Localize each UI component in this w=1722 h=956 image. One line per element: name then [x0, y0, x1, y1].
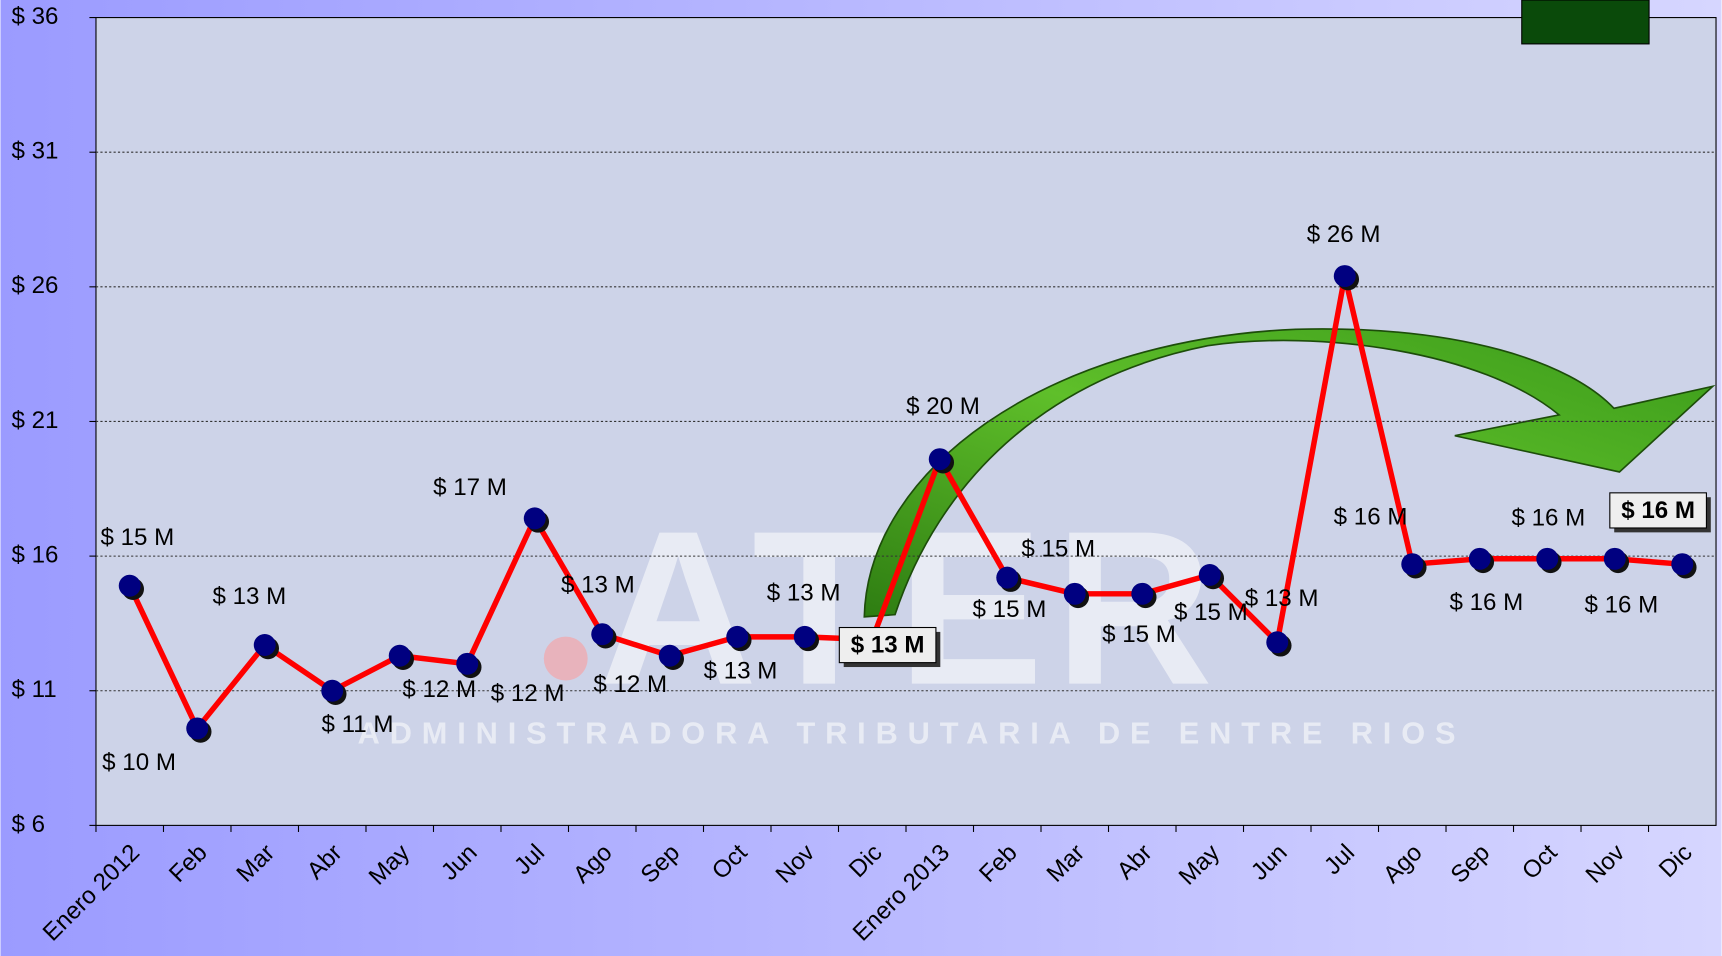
data-label: $ 17 M — [433, 474, 507, 501]
marker — [793, 625, 816, 648]
marker — [1063, 582, 1086, 605]
marker — [1603, 547, 1626, 570]
y-tick-label: $ 36 — [11, 3, 58, 30]
data-label: $ 13 M — [1245, 585, 1319, 612]
data-label: $ 12 M — [402, 676, 476, 703]
data-label: $ 13 M — [561, 571, 635, 598]
legend-box — [1521, 0, 1650, 45]
data-label: $ 13 M — [212, 583, 286, 610]
data-label: $ 16 M — [1621, 497, 1695, 524]
data-label: $ 16 M — [1449, 589, 1523, 616]
data-label: $ 10 M — [102, 749, 176, 776]
data-label: $ 13 M — [851, 632, 925, 659]
data-label: $ 15 M — [1102, 621, 1176, 648]
marker — [1536, 547, 1559, 570]
data-label: $ 16 M — [1584, 591, 1658, 618]
marker — [1671, 553, 1694, 576]
data-label: $ 12 M — [593, 671, 667, 698]
marker — [253, 633, 276, 656]
marker — [186, 717, 209, 740]
watermark-text: ADMINISTRADORA TRIBUTARIA DE ENTRE RIOS — [358, 716, 1466, 751]
data-label: $ 15 M — [1021, 535, 1095, 562]
marker — [1333, 265, 1356, 288]
y-tick-label: $ 26 — [11, 272, 58, 299]
watermark-dot — [543, 636, 588, 681]
label-box — [1609, 492, 1707, 529]
data-label: $ 26 M — [1307, 221, 1381, 248]
data-label: $ 12 M — [491, 680, 565, 707]
marker — [118, 574, 141, 597]
data-label: $ 16 M — [1334, 503, 1408, 530]
label-box — [838, 626, 937, 664]
marker — [1131, 582, 1154, 605]
y-tick-label: $ 11 — [11, 676, 56, 703]
data-label: $ 13 M — [704, 657, 778, 684]
marker — [1198, 563, 1221, 586]
marker — [456, 652, 479, 675]
marker — [1266, 631, 1289, 654]
data-label: $ 13 M — [767, 579, 841, 606]
data-label: $ 20 M — [906, 393, 980, 420]
marker — [321, 679, 344, 702]
marker — [523, 507, 546, 530]
data-label: $ 15 M — [1174, 599, 1248, 626]
marker — [1468, 547, 1491, 570]
y-tick-label: $ 6 — [11, 811, 45, 838]
marker — [996, 566, 1019, 589]
marker — [591, 623, 614, 646]
marker — [658, 644, 681, 667]
y-tick-label: $ 16 — [11, 541, 58, 568]
y-tick-label: $ 31 — [11, 138, 58, 165]
data-label: $ 15 M — [973, 596, 1047, 623]
data-label: $ 16 M — [1511, 505, 1585, 532]
data-label: $ 11 M — [321, 711, 393, 738]
data-label: $ 15 M — [101, 524, 175, 551]
marker — [928, 448, 951, 471]
marker — [388, 644, 411, 667]
marker — [726, 625, 749, 648]
trend-arrow — [863, 328, 1716, 618]
marker — [1401, 553, 1424, 576]
y-tick-label: $ 21 — [11, 407, 58, 434]
